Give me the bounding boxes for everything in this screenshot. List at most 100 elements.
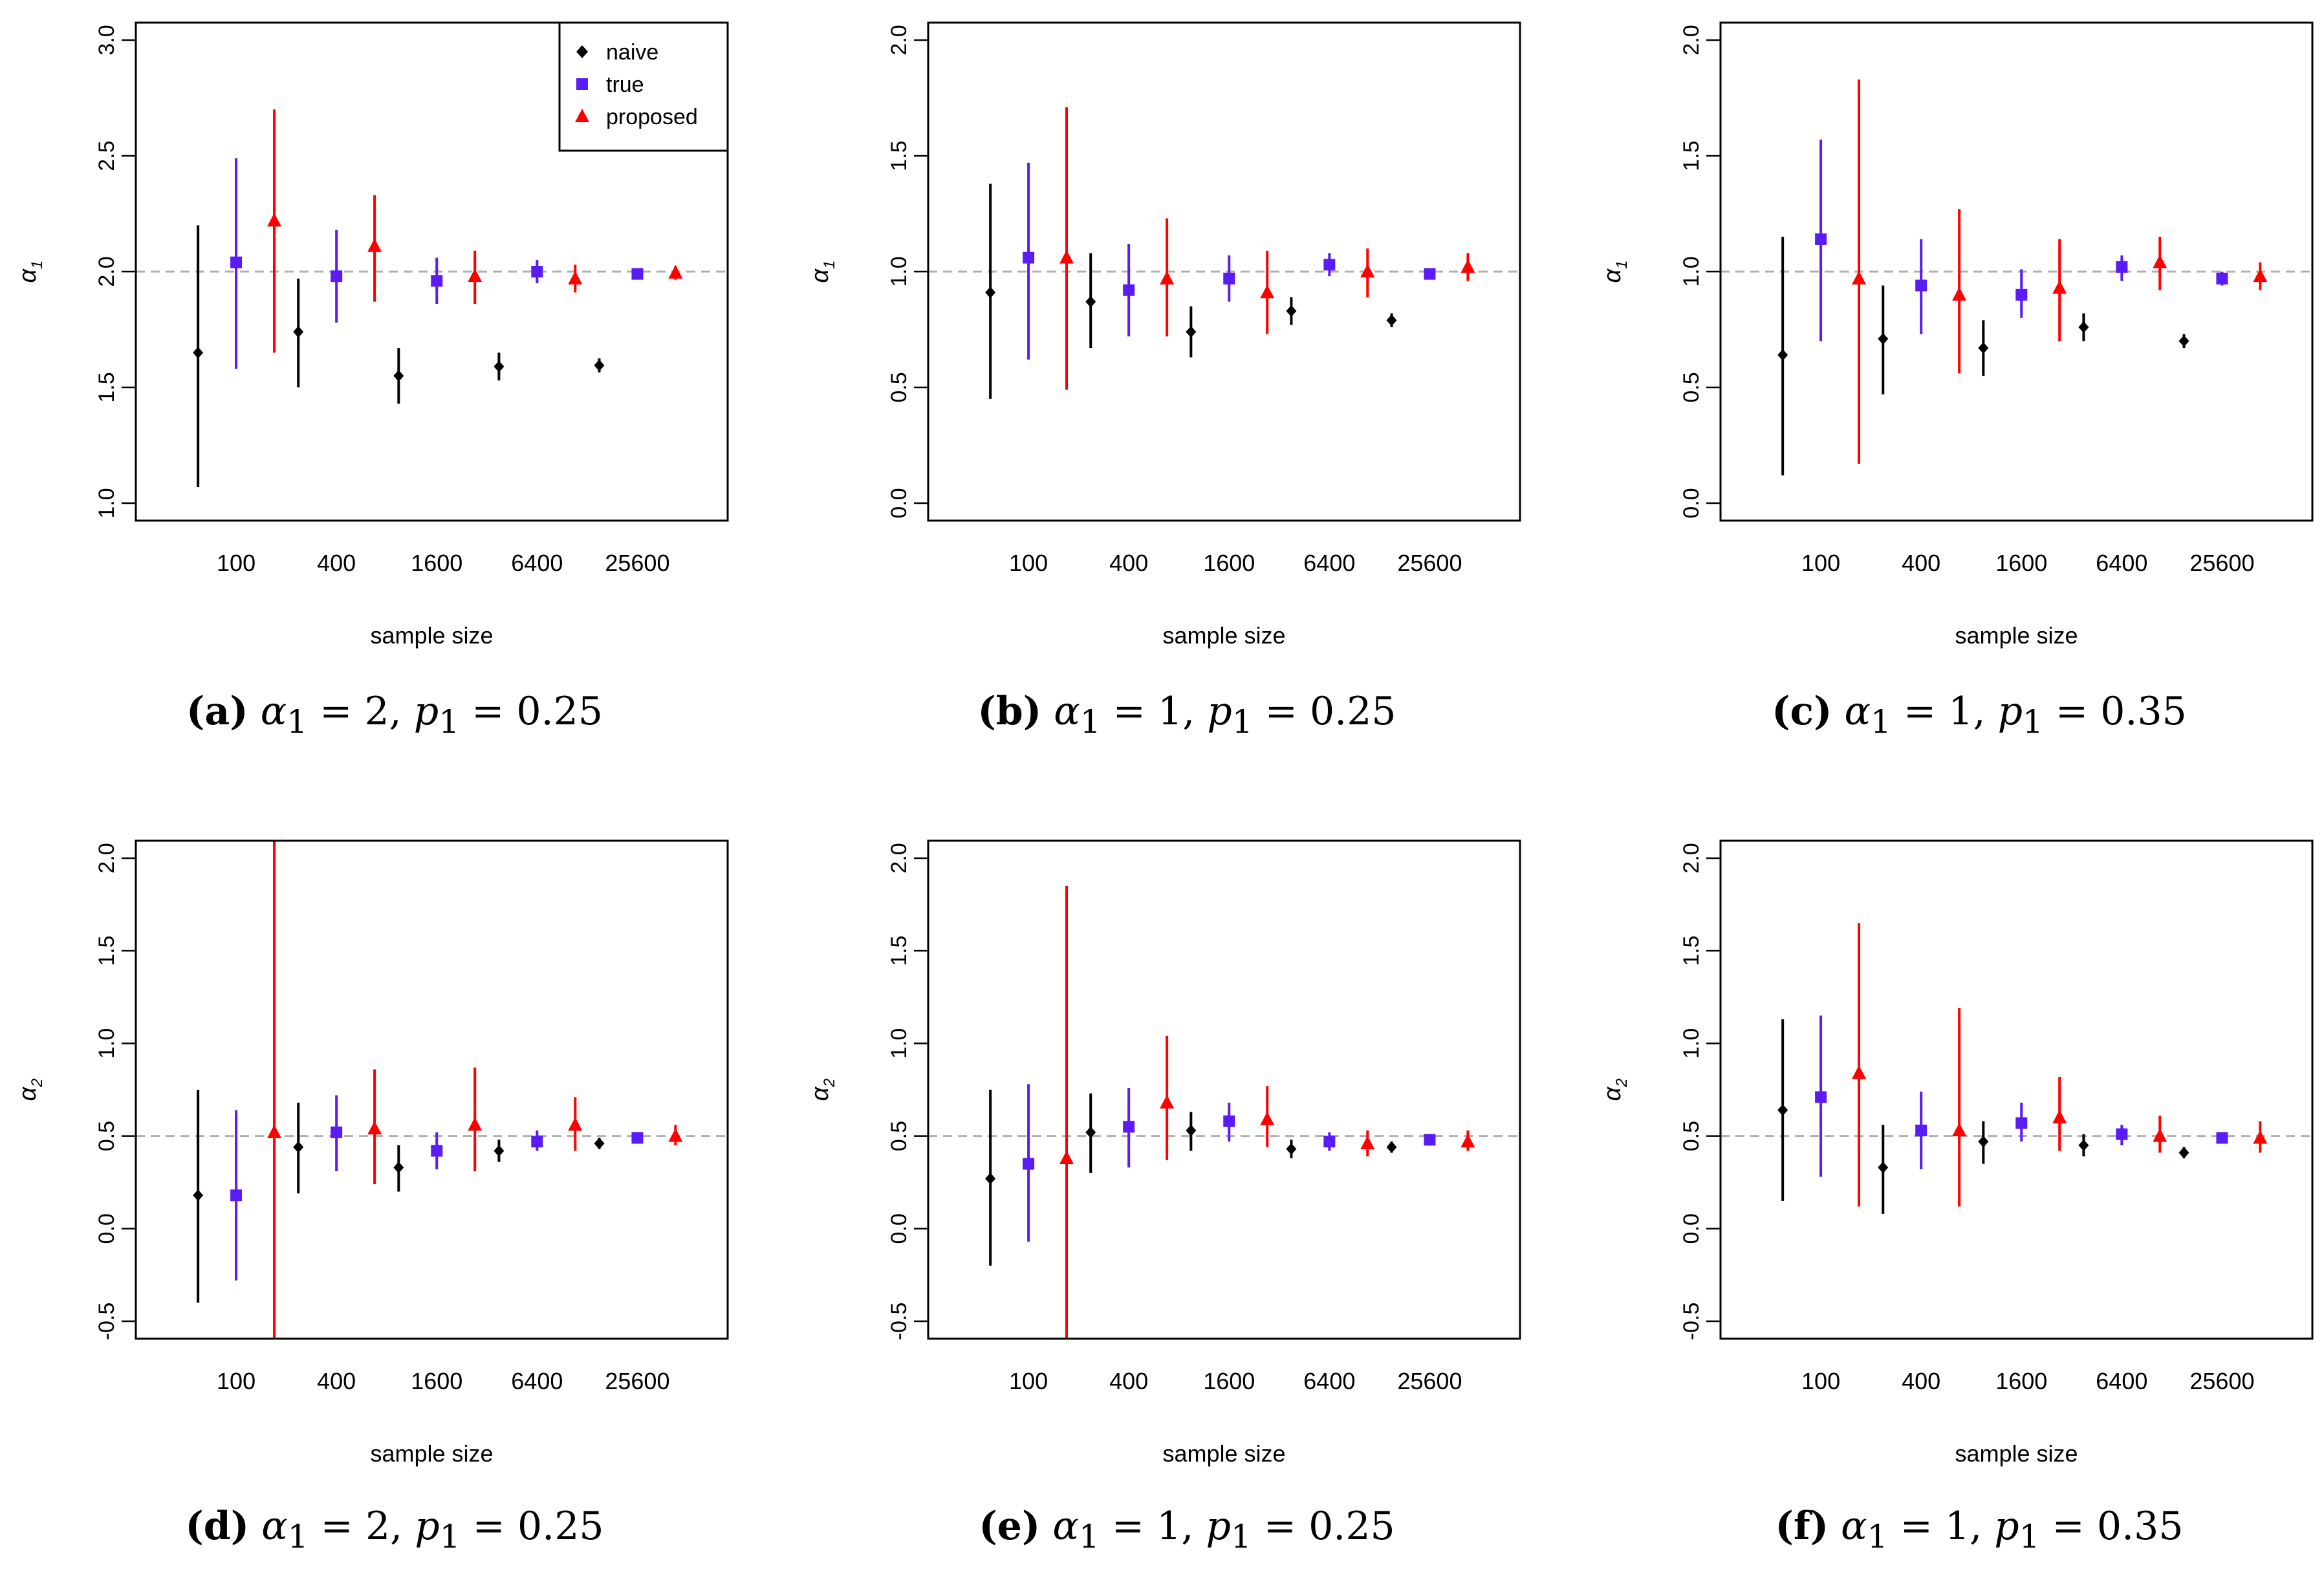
plot-frame [927,839,1521,1340]
x-tick-label: 400 [1902,1368,1940,1394]
x-tick-label: 25600 [1397,1368,1462,1394]
y-tick-label: 2.0 [887,25,911,55]
true-point [1323,259,1336,271]
true-point [1815,233,1827,245]
y-tick-label: 1.0 [1679,1028,1704,1059]
caption-b-eq1: = 1, [1100,689,1208,734]
naive-point [1085,1126,1096,1138]
proposed-point [1260,285,1275,299]
x-tick-label: 25600 [2189,550,2254,576]
chart-b: 0.0 0.5 1.0 1.5 2.0 α1 100 400 1600 6400 25600 samp… [807,21,1521,649]
chart-a: 1.0 1.5 2.0 2.5 3.0 α1 100 400 1600 6400 25600 samp… [14,21,729,649]
y-tick-label: 2.0 [1679,843,1704,873]
true-point [631,1132,644,1144]
proposed-point [2253,1130,2268,1144]
plot-frame [135,839,729,1340]
true-point [1023,252,1035,264]
caption-a-eq2: = 0.25 [459,689,603,734]
y-tick-label: 2.0 [94,256,119,286]
y-tick-label: 1.0 [94,1028,119,1059]
proposed-point [1360,1136,1375,1150]
caption-a-label: (a) [186,689,248,734]
true-point [2116,261,2128,273]
x-tick-label: 1600 [411,550,462,576]
x-tick-label: 100 [1801,1368,1840,1394]
x-tick-label: 25600 [1397,550,1462,576]
y-tick-label: 0.5 [94,1121,119,1151]
proposed-point [468,268,483,283]
caption-e-param: α [1052,1504,1079,1549]
naive-point [293,326,304,338]
y-tick-label: 0.5 [887,1121,911,1151]
naive-point [293,1141,304,1153]
caption-e-p: p [1206,1504,1231,1549]
y-tick-label: 1.5 [1679,140,1704,171]
true-point [331,270,343,283]
true-point [1915,279,1928,292]
caption-b-p-sub: 1 [1232,703,1253,740]
panel-f: -0.5 0.0 0.5 1.0 1.5 2.0 α2 100 400 1600 6400 25600… [1594,825,2324,1568]
proposed-point [1059,250,1074,264]
naive-point [393,1162,404,1174]
caption-b-p: p [1207,689,1232,734]
true-point [230,1189,243,1202]
x-tick-label: 1600 [1995,550,2047,576]
y-axis-label: α1 [1599,260,1631,283]
caption-c-p-sub: 1 [2023,703,2043,740]
y-tick-label: 1.5 [94,936,119,966]
naive-point [1777,1104,1788,1116]
caption-b: (b) α1 = 1, p1 = 0.25 [802,689,1572,740]
x-tick-label: 6400 [511,550,563,576]
caption-f-param-sub: 1 [1867,1518,1888,1555]
caption-f-label: (f) [1775,1504,1829,1549]
x-tick-label: 1600 [1203,550,1255,576]
true-point [1123,284,1135,296]
caption-e: (e) α1 = 1, p1 = 0.25 [802,1504,1572,1555]
proposed-point [1852,1065,1867,1079]
plot-frame [135,21,729,522]
proposed-point [1952,1123,1967,1137]
caption-b-param: α [1054,689,1080,734]
legend-marker-proposed [575,109,589,122]
x-tick-label: 25600 [605,550,669,576]
true-point [1424,268,1436,280]
proposed-point [568,270,583,285]
caption-d-eq2: = 0.25 [460,1504,604,1549]
y-tick-label: 0.5 [1679,372,1704,402]
y-tick-label: 1.5 [94,372,119,402]
x-tick-label: 6400 [1303,1368,1355,1394]
proposed-point [367,1121,382,1135]
true-point [2116,1128,2128,1140]
series-group [193,109,683,487]
plot-frame [1719,839,2314,1340]
naive-point [2178,335,2189,347]
y-tick-label: 0.0 [1679,488,1704,518]
true-point [431,275,443,287]
y-tick-label: 2.0 [1679,25,1704,55]
caption-c-eq2: = 0.35 [2043,689,2187,734]
proposed-point [1952,286,1967,301]
y-tick-label: -0.5 [1679,1302,1704,1341]
caption-f-param: α [1841,1504,1867,1549]
naive-point [2078,1139,2089,1151]
y-tick-label: 2.0 [94,843,119,873]
x-tick-label: 1600 [1995,1368,2047,1394]
proposed-point [468,1117,483,1131]
naive-point [985,286,996,299]
caption-d-p-sub: 1 [439,1518,461,1555]
x-tick-label: 1600 [1203,1368,1255,1394]
true-point [1023,1158,1035,1170]
series-group [1777,923,2268,1214]
y-tick-label: 0.0 [887,488,911,518]
caption-f-eq2: = 0.35 [2039,1504,2184,1549]
y-tick-label: 3.0 [94,25,119,55]
x-axis-label: sample size [1162,622,1285,649]
panel-b: 0.0 0.5 1.0 1.5 2.0 α1 100 400 1600 6400 25600 samp… [802,6,1572,750]
legend: naive true proposed [558,21,729,152]
caption-d-eq1: = 2, [308,1504,415,1549]
y-tick-label: 1.5 [887,140,911,171]
true-point [1123,1121,1135,1133]
x-tick-label: 25600 [2189,1368,2254,1394]
caption-b-eq2: = 0.25 [1252,689,1396,734]
